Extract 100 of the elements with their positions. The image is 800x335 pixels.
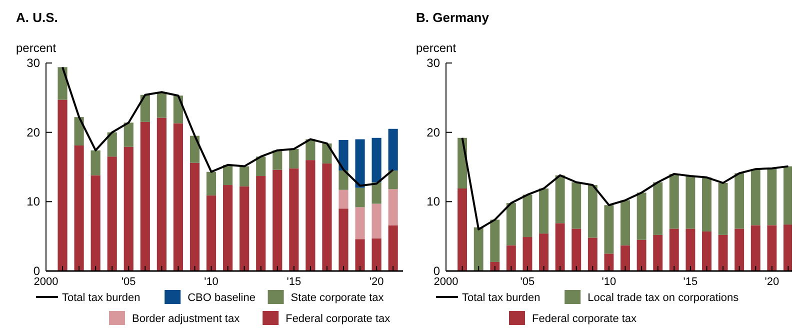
bar (173, 96, 184, 124)
bar (767, 168, 777, 226)
bar (355, 239, 365, 271)
y-tick-label: 30 (26, 56, 40, 70)
y-tick-label: 0 (433, 264, 440, 278)
bar (620, 200, 630, 246)
y-tick-label: 0 (33, 264, 40, 278)
line-series (62, 66, 394, 187)
bar (734, 173, 744, 229)
bar (338, 190, 348, 209)
bar (240, 186, 250, 271)
y-tick-label: 10 (426, 194, 440, 209)
bar (653, 234, 663, 271)
bar (338, 170, 348, 190)
bar (372, 182, 382, 204)
bar (718, 182, 728, 235)
y-tick-label: 20 (426, 125, 440, 140)
x-tick-label: '10 (204, 276, 218, 288)
x-tick-label: '05 (520, 276, 535, 288)
bar (372, 204, 382, 238)
bar (322, 164, 332, 271)
bar (272, 170, 282, 271)
bar (474, 227, 484, 271)
bar (124, 146, 134, 271)
y-tick-label: 30 (426, 56, 440, 70)
bar (256, 176, 266, 271)
bar (190, 136, 200, 163)
bar (669, 228, 679, 271)
bar (555, 175, 565, 224)
y-tick-label: 20 (26, 125, 40, 140)
bar (355, 207, 365, 240)
bar (372, 138, 382, 182)
x-tick-label: '20 (764, 276, 780, 288)
bar (588, 185, 598, 238)
bar (156, 118, 166, 271)
bar (206, 172, 216, 196)
bar (669, 174, 679, 229)
bar (539, 188, 549, 234)
legend-label: Federal corporate tax (532, 313, 638, 325)
bar (90, 175, 100, 271)
x-tick-label: '15 (683, 276, 698, 288)
legend-label: Total tax burden (462, 292, 540, 304)
bar (750, 169, 760, 226)
bar (223, 164, 233, 186)
bar (240, 166, 250, 186)
legend-label: Total tax burden (62, 292, 140, 304)
bar (388, 128, 398, 170)
x-tick-label: 2000 (434, 276, 458, 288)
bar (506, 245, 516, 271)
x-tick-label: '20 (369, 276, 384, 288)
legend-label: CBO baseline (188, 292, 256, 304)
bar (490, 220, 500, 262)
bar (256, 156, 266, 176)
bar (506, 203, 516, 246)
legend-label: Border adjustment tax (132, 313, 240, 325)
bar (74, 117, 84, 146)
bar (140, 122, 150, 271)
chart-title: B. Germany (416, 10, 490, 25)
bar (173, 123, 184, 271)
bar (355, 188, 365, 208)
bar (522, 237, 532, 271)
bar (767, 225, 777, 271)
bar (702, 177, 712, 232)
x-tick-label: 2000 (34, 276, 58, 288)
bar (190, 162, 200, 271)
x-tick-label: '10 (602, 276, 616, 288)
bar (572, 228, 582, 271)
bar (355, 139, 365, 188)
bar (289, 168, 299, 271)
y-axis-title: percent (16, 41, 57, 55)
x-tick-label: '15 (286, 276, 302, 288)
bar (686, 228, 696, 271)
bar (750, 225, 760, 271)
bar (572, 182, 582, 229)
bar (686, 176, 696, 229)
bar (604, 205, 614, 254)
bar (74, 146, 84, 271)
legend-label: Local trade tax on corporations (588, 292, 740, 304)
bar (388, 225, 398, 271)
legend-label: Federal corporate tax (286, 313, 391, 325)
y-tick-label: 10 (26, 194, 40, 209)
x-tick-label: '05 (121, 276, 136, 288)
bar (107, 156, 117, 271)
bar (620, 245, 630, 271)
bar (58, 100, 68, 271)
bar (783, 224, 792, 271)
bar (522, 194, 532, 238)
bar (539, 234, 549, 271)
bar (372, 238, 382, 271)
bar (338, 208, 348, 271)
bar (140, 94, 150, 122)
chart-title: A. U.S. (16, 10, 58, 25)
bar (223, 185, 233, 271)
bar (702, 231, 712, 271)
bar (206, 195, 216, 271)
bar (636, 192, 646, 240)
bar (124, 122, 134, 147)
bar (734, 228, 744, 271)
bar (783, 166, 792, 225)
bar (272, 150, 282, 170)
